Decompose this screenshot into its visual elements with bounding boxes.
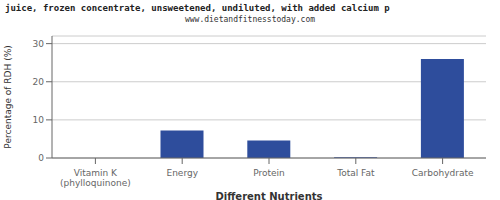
svg-text:Percentage of RDH (%): Percentage of RDH (%) xyxy=(8,45,13,148)
html-text:juice, frozen concentrate, uns: juice, frozen concentrate, unsweetened, … xyxy=(5,3,390,13)
svg-text:0: 0 xyxy=(38,153,44,163)
svg-text:Carbohydrate: Carbohydrate xyxy=(412,168,474,178)
svg-text:Total Fat: Total Fat xyxy=(336,168,375,178)
svg-text:10: 10 xyxy=(33,115,45,125)
svg-text:Protein: Protein xyxy=(253,168,285,178)
svg-text:30: 30 xyxy=(33,39,45,49)
html-text:www.dietandfitnesstoday.com: www.dietandfitnesstoday.com xyxy=(185,15,315,24)
svg-text:Energy: Energy xyxy=(166,168,198,178)
svg-text:Vitamin K(phylloquinone): Vitamin K(phylloquinone) xyxy=(60,168,131,188)
svg-text:Different Nutrients: Different Nutrients xyxy=(216,191,323,200)
svg-text:20: 20 xyxy=(33,77,45,87)
